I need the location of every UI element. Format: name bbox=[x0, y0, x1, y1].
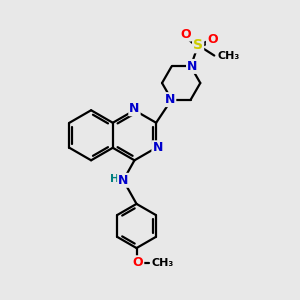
Text: CH₃: CH₃ bbox=[152, 258, 174, 268]
Text: S: S bbox=[193, 38, 203, 52]
Text: O: O bbox=[180, 28, 191, 40]
Text: N: N bbox=[187, 60, 197, 73]
Text: O: O bbox=[133, 256, 143, 269]
Text: N: N bbox=[118, 174, 128, 187]
Text: N: N bbox=[129, 102, 140, 115]
Text: N: N bbox=[152, 141, 163, 154]
Text: CH₃: CH₃ bbox=[218, 50, 240, 61]
Text: H: H bbox=[110, 174, 120, 184]
Text: O: O bbox=[207, 33, 217, 46]
Text: N: N bbox=[165, 93, 175, 106]
